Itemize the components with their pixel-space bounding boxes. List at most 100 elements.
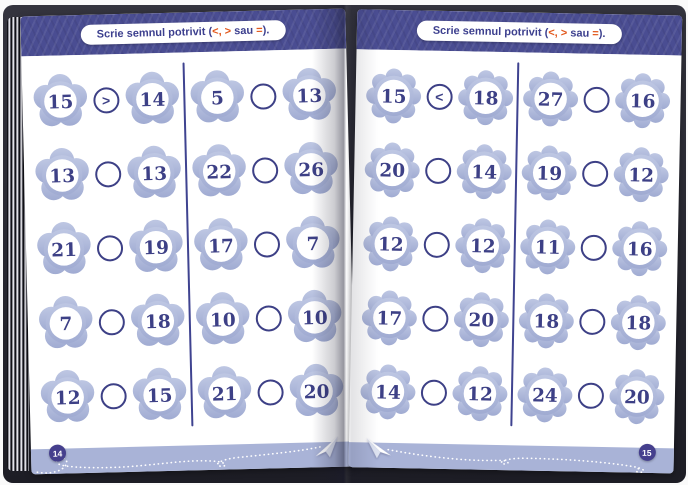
badge-number: 17	[208, 236, 234, 258]
comparison-sign-circle[interactable]	[251, 157, 279, 184]
exercise-row: 11 16	[519, 218, 668, 277]
instruction-equals: =	[591, 27, 599, 40]
comparison-sign-circle[interactable]	[96, 235, 123, 262]
star-number-badge: 13	[127, 145, 181, 198]
badge-number: 19	[535, 163, 561, 184]
star-number-badge: 15	[33, 74, 87, 127]
badge-number: 20	[623, 387, 649, 408]
comparison-sign-circle[interactable]: >	[92, 87, 120, 114]
comparison-sign-circle[interactable]	[577, 382, 604, 410]
open-spread: Scrie semnul potrivit (<, > sau =). 15 >1…	[20, 8, 682, 475]
badge-number: 27	[537, 89, 563, 110]
star-number-badge: 7	[286, 215, 340, 269]
comparison-sign-circle[interactable]	[422, 231, 450, 259]
dotted-flight-path	[36, 445, 323, 474]
comparison-sign-circle[interactable]	[419, 379, 447, 407]
badge-number: 12	[54, 388, 80, 410]
exercise-column: 15 <18 20 14 12 12 17 20 14 12	[355, 49, 518, 440]
comparison-sign-circle[interactable]	[582, 86, 610, 114]
badge-number: 21	[211, 384, 237, 406]
instruction-pill: Scrie semnul potrivit (<, > sau =).	[416, 20, 622, 45]
badge-number: 17	[375, 308, 401, 329]
badge-number: 14	[374, 382, 400, 403]
badge-number: 20	[378, 160, 404, 181]
flower-number-badge: 18	[518, 293, 574, 349]
exercise-area: 15 >14 13 13 21 19 7 18 12 15 5 13 22 26 17 7 10 10 21 20	[27, 49, 349, 445]
flower-number-badge: 14	[359, 364, 415, 420]
comparison-sign-circle[interactable]	[94, 161, 122, 188]
badge-number: 12	[627, 165, 653, 186]
flower-number-badge: 20	[608, 369, 664, 425]
badge-number: 20	[303, 382, 329, 404]
comparison-sign-circle[interactable]	[579, 234, 607, 262]
comparison-sign-circle[interactable]	[249, 83, 277, 110]
workbook: Scrie semnul potrivit (<, > sau =). 15 >1…	[3, 5, 686, 483]
flower-number-badge: 12	[362, 216, 418, 272]
exercise-row: 17 20	[360, 289, 509, 348]
badge-number: 24	[531, 385, 557, 406]
comparison-sign-circle[interactable]	[421, 305, 448, 333]
badge-number: 13	[141, 164, 167, 186]
instruction-text: Scrie semnul potrivit (	[96, 25, 213, 41]
page-footer	[348, 442, 673, 474]
flower-number-badge: 19	[521, 145, 577, 201]
badge-number: 5	[211, 88, 224, 109]
comparison-sign-circle[interactable]	[99, 382, 127, 410]
exercise-row: 17 7	[192, 215, 341, 275]
comparison-sign-circle[interactable]: <	[425, 83, 453, 111]
badge-number: 26	[298, 160, 324, 182]
badge-number: 12	[377, 234, 403, 255]
instruction-text: ).	[262, 24, 270, 37]
comparison-sign-circle[interactable]	[98, 308, 125, 336]
exercise-row: 24 20	[516, 366, 665, 425]
comparison-sign-circle[interactable]	[581, 160, 608, 188]
exercise-row: 22 26	[190, 141, 339, 201]
comparison-sign-circle[interactable]	[578, 308, 605, 336]
flower-number-badge: 16	[614, 73, 670, 129]
exercise-row: 21 19	[35, 219, 184, 279]
comparison-sign-circle[interactable]	[253, 231, 281, 258]
exercise-row: 7 18	[37, 293, 186, 353]
paper-plane-icon	[315, 436, 338, 458]
badge-number: 7	[59, 314, 72, 335]
flower-number-badge: 18	[610, 295, 666, 351]
flower-number-badge: 20	[363, 142, 419, 198]
instruction-text: Scrie semnul potrivit (	[432, 24, 548, 39]
exercise-row: 10 10	[194, 289, 343, 349]
exercise-row: 18 18	[517, 292, 666, 351]
dotted-flight-path	[386, 448, 644, 474]
star-number-badge: 14	[125, 71, 179, 124]
exercise-column: 27 16 19 12 11 16 18 18 24 20	[512, 52, 675, 443]
star-number-badge: 13	[282, 67, 336, 121]
badge-number: 15	[380, 86, 406, 107]
exercise-column: 5 13 22 26 17 7 10 10 21 20	[185, 49, 350, 441]
exercise-row: 21 20	[196, 363, 345, 423]
comparison-sign-circle[interactable]	[424, 157, 451, 185]
exercise-row: 20 14	[363, 141, 512, 200]
comparison-sign-circle[interactable]	[255, 305, 282, 332]
instruction-text: sau	[230, 24, 257, 38]
instruction-text: sau	[566, 27, 592, 40]
page-footer	[30, 441, 356, 475]
exercise-area: 15 <18 20 14 12 12 17 20 14 12 27 16 19 12 11 16 18 18 24…	[355, 49, 675, 443]
exercise-row: 13 13	[33, 145, 182, 205]
star-number-badge: 22	[192, 144, 246, 197]
comparison-sign-circle[interactable]	[257, 379, 284, 406]
badge-number: 16	[629, 91, 655, 112]
exercise-row: 14 12	[359, 363, 508, 422]
exercise-row: 19 12	[520, 144, 669, 203]
star-number-badge: 26	[284, 141, 338, 195]
star-number-badge: 13	[35, 148, 89, 201]
paper-plane-icon	[365, 437, 391, 459]
flower-number-badge: 20	[453, 292, 508, 348]
star-number-badge: 7	[38, 295, 93, 349]
flower-number-badge: 18	[457, 70, 513, 126]
exercise-column: 15 >14 13 13 21 19 7 18 12 15	[27, 52, 192, 444]
workbook-page-right: Scrie semnul potrivit (<, > sau =). 15 <1…	[348, 9, 682, 474]
flower-number-badge: 24	[516, 367, 572, 423]
badge-number: 12	[469, 236, 495, 257]
flower-number-badge: 12	[451, 366, 507, 422]
page-header: Scrie semnul potrivit (<, > sau =).	[356, 9, 682, 56]
star-number-badge: 20	[289, 363, 344, 417]
badge-number: 18	[533, 311, 559, 332]
